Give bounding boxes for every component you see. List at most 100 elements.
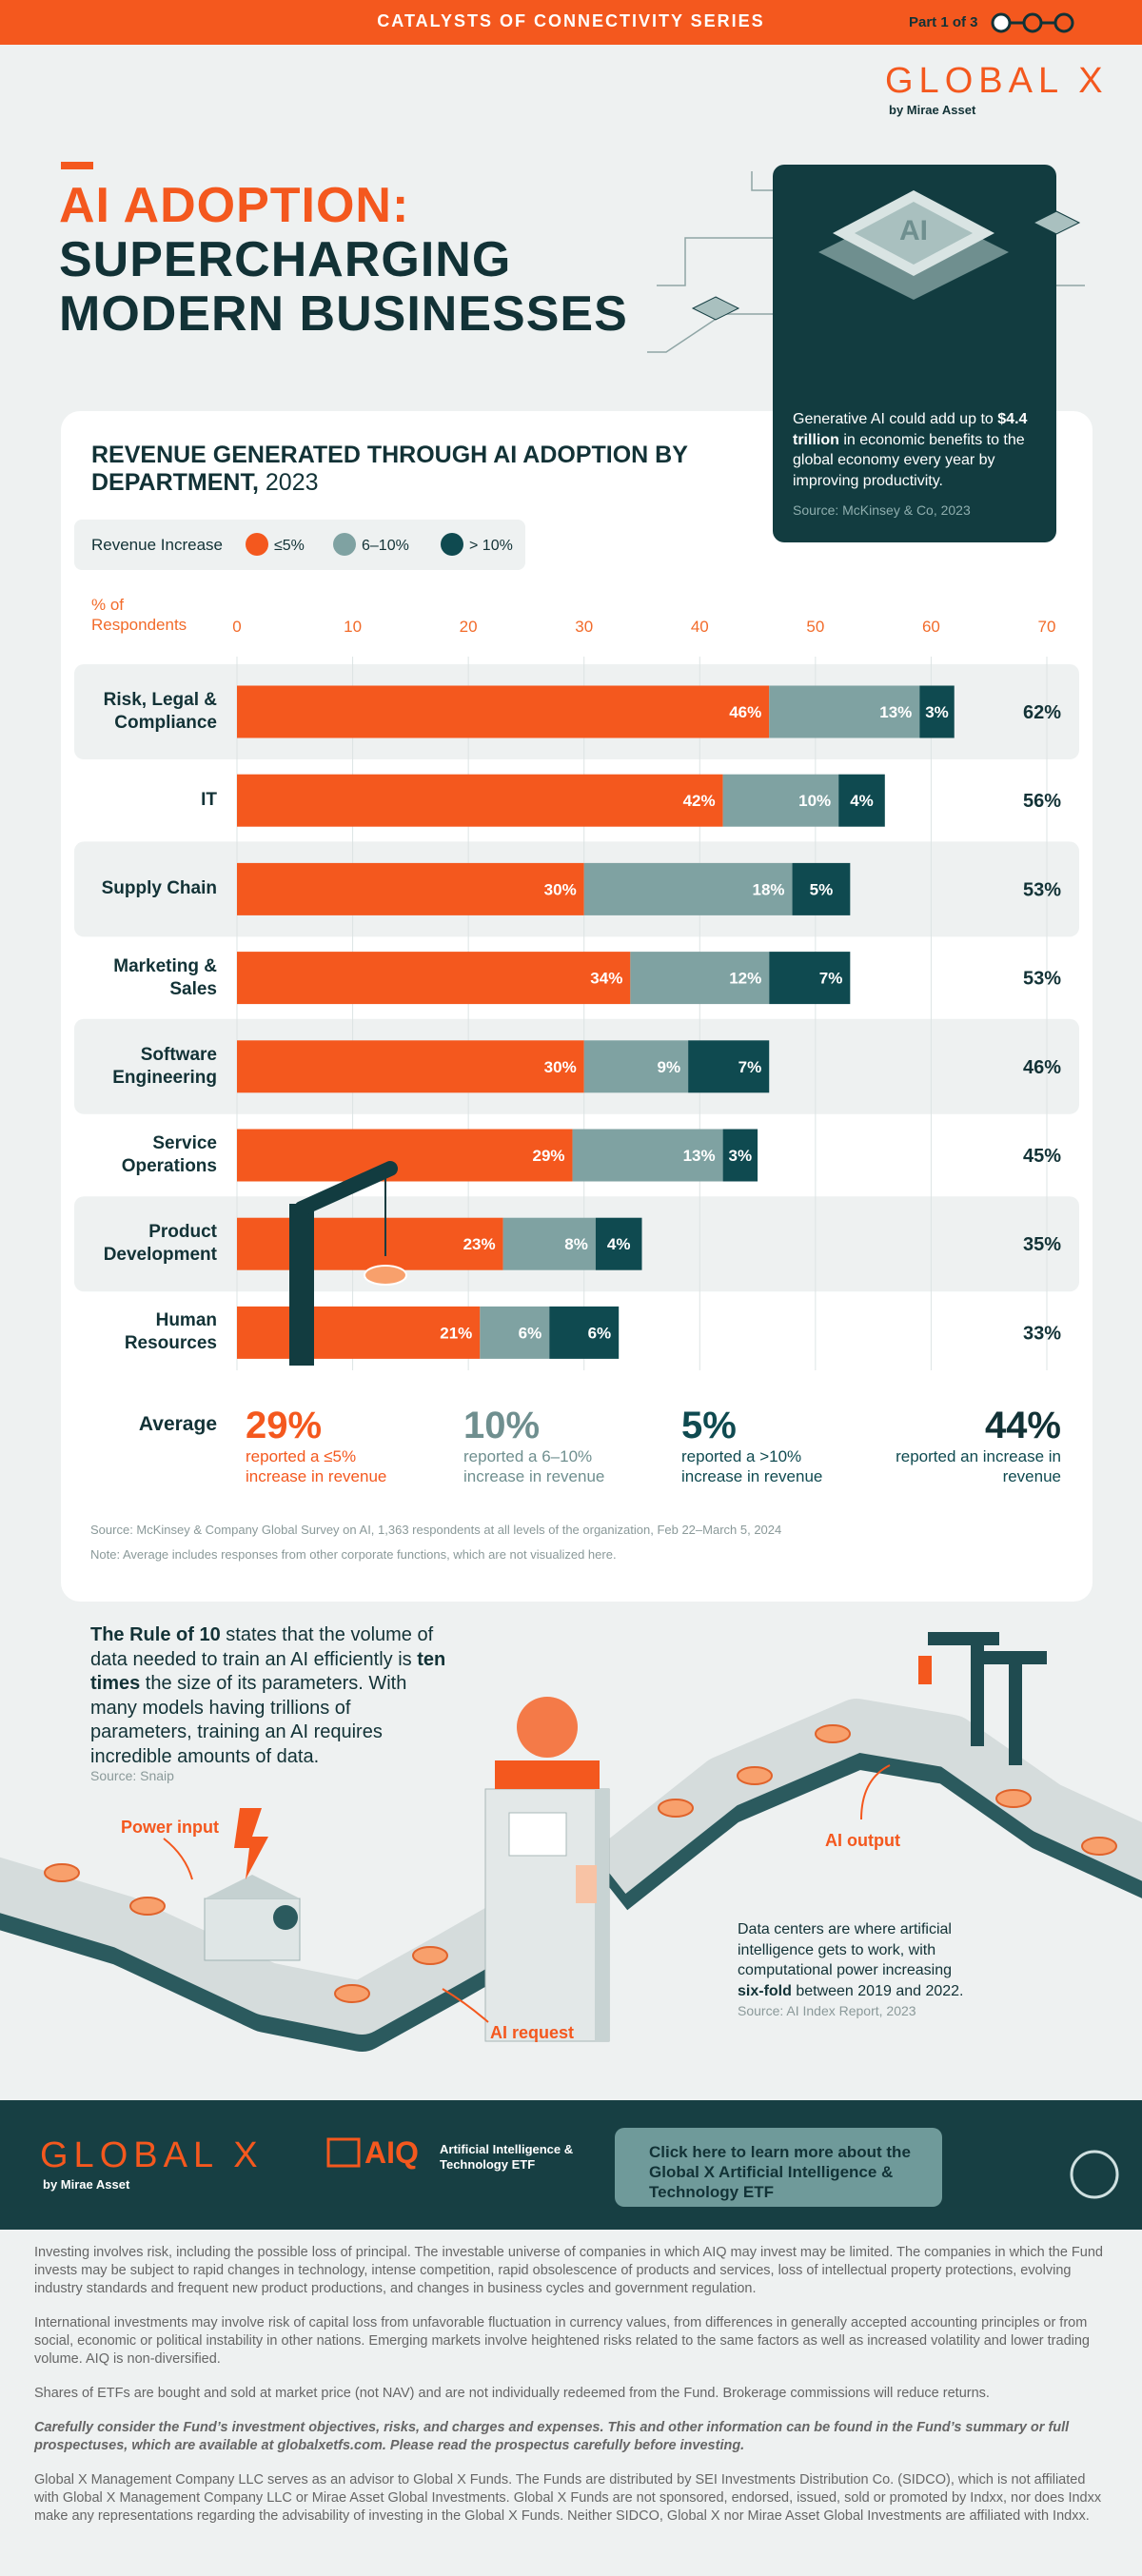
value-label: 13% (879, 703, 912, 721)
fund-ticker: AIQ (364, 2135, 419, 2170)
belt-top (592, 1699, 1142, 1894)
arrow (442, 1988, 489, 2023)
bar-segment (237, 774, 723, 827)
average-text: reported an increase in revenue (896, 1447, 1061, 1485)
belt-top (0, 1857, 527, 2035)
disk (44, 1863, 80, 1882)
crane-disk (364, 1265, 407, 1286)
arm (975, 1651, 1047, 1664)
legend-box (74, 520, 525, 570)
total-label: 62% (1023, 702, 1061, 723)
value-label: 34% (590, 970, 622, 988)
value-label: 29% (533, 1147, 565, 1165)
x-tick-label: 30 (575, 618, 593, 636)
bar-segment (572, 1129, 723, 1182)
disclaimer: International investments may involve ri… (34, 2315, 1090, 2367)
x-tick-label: 70 (1038, 618, 1056, 636)
value-label: 18% (753, 880, 785, 898)
average-value: 10% (463, 1405, 541, 1446)
roof (205, 1875, 300, 1898)
bar-segment (237, 1306, 481, 1359)
x-axis-label: % of Respondents (91, 596, 187, 634)
value-label: 8% (564, 1235, 588, 1253)
text-bold: The Rule of 10 (90, 1624, 221, 1645)
bar-segment (237, 862, 584, 915)
bar-segment (630, 952, 770, 1005)
bar-segment (688, 1040, 770, 1093)
circuit-traces (647, 171, 1085, 353)
footer-logo-sub: by Mirae Asset (43, 2177, 130, 2192)
legend-label: > 10% (469, 538, 513, 554)
x-tick-label: 50 (806, 618, 824, 636)
arrow (860, 1764, 891, 1820)
button-bg[interactable] (615, 2128, 942, 2207)
disclaimer: Investing involves risk, including the p… (34, 2245, 1103, 2296)
disk (412, 1946, 448, 1965)
legend-swatch (246, 533, 268, 556)
category-label: Risk, Legal & Compliance (103, 690, 217, 733)
crane (289, 1161, 407, 1366)
text: Data centers are where artificial intell… (738, 1921, 953, 1978)
arm-post (1009, 1661, 1022, 1765)
belt-disks (44, 1724, 1117, 2003)
bar-segment (792, 862, 851, 915)
category-label: Product Development (103, 1222, 217, 1266)
value-label: 3% (925, 703, 949, 721)
part-label: Part 1 of 3 (909, 14, 978, 30)
chart-source: Source: McKinsey & Company Global Survey… (90, 1523, 782, 1537)
disk (334, 1984, 370, 2003)
total-label: 56% (1023, 791, 1061, 812)
value-label: 6% (519, 1324, 542, 1342)
value-label: 23% (463, 1235, 496, 1253)
text: the size of its parameters. With many mo… (90, 1673, 407, 1767)
total-label: 53% (1023, 879, 1061, 900)
rule-source: Source: Snaip (90, 1768, 174, 1783)
trace (657, 237, 773, 286)
bar-segment (919, 685, 955, 738)
chip-label: AI (899, 215, 928, 246)
value-label: 42% (683, 792, 716, 810)
trace (647, 313, 773, 353)
value-label: 7% (819, 970, 843, 988)
crane-arm (294, 1161, 398, 1216)
disclaimer: Shares of ETFs are bought and sold at ma… (34, 2386, 990, 2401)
arm-post (971, 1642, 984, 1746)
total-label: 35% (1023, 1234, 1061, 1255)
footer-band (0, 2100, 1142, 2230)
value-label: 4% (850, 792, 874, 810)
x-tick-label: 0 (232, 618, 241, 636)
aiq-icon (326, 2137, 361, 2168)
value-label: 30% (544, 1058, 577, 1076)
category-label: Supply Chain (101, 878, 217, 899)
category-label: IT (201, 790, 217, 811)
disk (1081, 1837, 1117, 1856)
disk (737, 1766, 773, 1785)
disk (129, 1897, 166, 1916)
bar-segment (237, 685, 770, 738)
average-item: 10% reported a 6–10% increase in revenue (463, 1405, 635, 1486)
title-main: REVENUE GENERATED THROUGH AI ADOPTION BY… (91, 442, 688, 496)
brain-icon (1070, 2150, 1119, 2199)
bar-segment (722, 1129, 758, 1182)
learn-more-button[interactable]: Click here to learn more about the Globa… (649, 2143, 911, 2201)
value-label: 5% (810, 880, 834, 898)
progress-dot (1022, 12, 1043, 33)
callout-text: Generative AI could add up to $4.4 trill… (793, 409, 1042, 491)
legend-label: ≤5% (274, 538, 305, 554)
text: in economic benefits to the global econo… (793, 431, 1025, 489)
bar-segment (583, 1040, 689, 1093)
total-label: 53% (1023, 969, 1061, 990)
platform (495, 1760, 600, 1789)
series-title: CATALYSTS OF CONNECTIVITY SERIES (377, 11, 765, 30)
trace (751, 171, 773, 191)
small-chip (1032, 210, 1081, 235)
value-label: 9% (658, 1058, 681, 1076)
chart-note: Note: Average includes responses from ot… (90, 1547, 617, 1562)
average-value: 29% (246, 1405, 323, 1446)
data-center (484, 1697, 610, 2042)
callout-source: Source: McKinsey & Co, 2023 (793, 502, 971, 518)
disk (995, 1789, 1032, 1808)
value-label: 6% (588, 1324, 612, 1342)
chart-title: REVENUE GENERATED THROUGH AI ADOPTION BY… (91, 442, 719, 497)
